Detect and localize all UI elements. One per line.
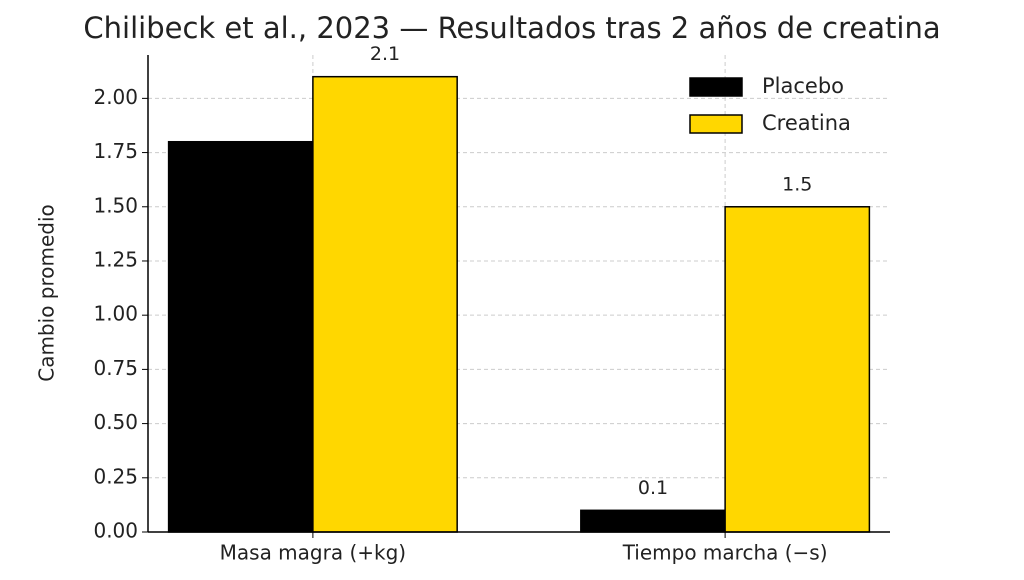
- legend-swatch: [689, 77, 743, 97]
- y-tick-label: 1.50: [93, 193, 138, 217]
- bar: [167, 140, 314, 533]
- data-label: 2.1: [370, 43, 400, 65]
- y-tick-label: 1.25: [93, 247, 138, 271]
- data-label: 1.5: [782, 173, 812, 195]
- x-tick-label: Tiempo marcha (−s): [622, 541, 828, 565]
- y-tick-label: 0.75: [93, 356, 138, 380]
- y-tick-label: 0.25: [93, 464, 138, 488]
- bar: [580, 509, 726, 533]
- y-tick-label: 0.50: [93, 410, 138, 434]
- y-tick-label: 0.00: [93, 519, 138, 543]
- x-tick-label: Masa magra (+kg): [220, 541, 406, 565]
- bar: [312, 75, 458, 533]
- legend-label: Placebo: [762, 74, 844, 98]
- y-tick-label: 1.75: [93, 139, 138, 163]
- chart-title: Chilibeck et al., 2023 — Resultados tras…: [83, 11, 940, 45]
- y-tick-label: 2.00: [93, 85, 138, 109]
- bar: [724, 206, 871, 533]
- y-axis-label: Cambio promedio: [35, 204, 59, 382]
- legend-swatch: [689, 114, 743, 134]
- data-label: 0.1: [638, 477, 668, 499]
- legend-label: Creatina: [762, 111, 851, 135]
- y-tick-label: 1.00: [93, 302, 138, 326]
